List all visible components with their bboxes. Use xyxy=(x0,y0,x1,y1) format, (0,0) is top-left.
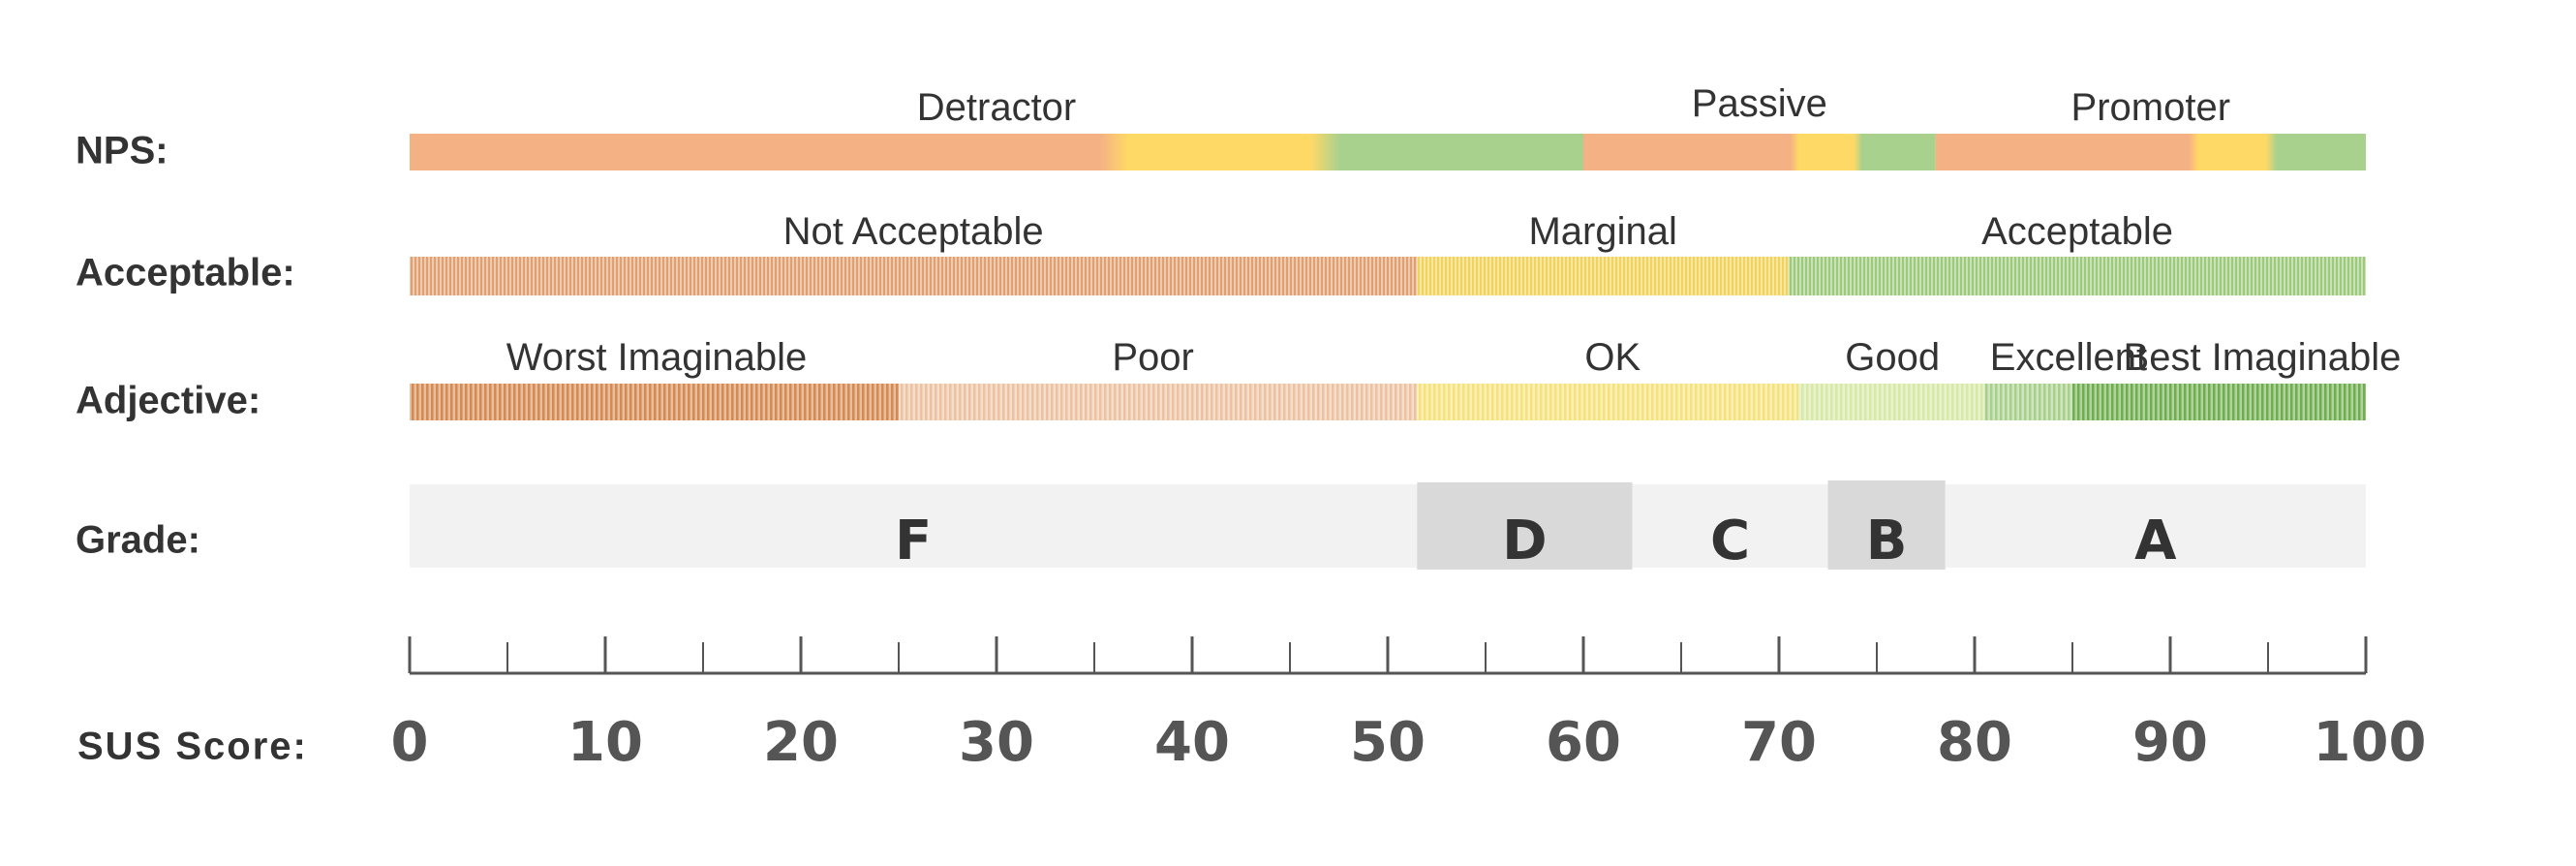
label-adjective-ok: OK xyxy=(1584,336,1641,379)
row-label-adjective: Adjective: xyxy=(76,380,261,422)
tick-label-90: 90 xyxy=(2132,711,2208,774)
label-grade-d: D xyxy=(1502,510,1547,572)
bar-adjective-worst-imaginable xyxy=(410,384,899,420)
bar-nps-promoter xyxy=(1935,134,2366,170)
bar-acceptable-marginal xyxy=(1417,257,1790,295)
row-labels: NPS: Acceptable: Adjective: Grade: xyxy=(76,130,295,562)
bar-adjective-excellent xyxy=(1984,384,2072,420)
tick-label-30: 30 xyxy=(959,711,1034,774)
band-labels: Detractor Passive Promoter Not Acceptable Ma… xyxy=(506,82,2402,572)
bar-adjective-ok xyxy=(1417,384,1799,420)
bar-grade-c xyxy=(1632,484,1828,568)
label-acceptable-acceptable: Acceptable xyxy=(1981,210,2173,253)
bar-grade-d xyxy=(1417,482,1633,570)
tick-label-80: 80 xyxy=(1937,711,2012,774)
bar-adjective-best-imaginable xyxy=(2072,384,2366,420)
label-adjective-excellent: Excellent xyxy=(1990,336,2147,379)
tick-label-70: 70 xyxy=(1741,711,1817,774)
tick-label-20: 20 xyxy=(763,711,839,774)
tick-label-100: 100 xyxy=(2314,711,2427,774)
label-adjective-poor: Poor xyxy=(1112,336,1194,379)
row-label-nps: NPS: xyxy=(76,130,169,172)
tick-label-60: 60 xyxy=(1546,711,1621,774)
band-bars xyxy=(410,134,2366,570)
label-acceptable-not-acceptable: Not Acceptable xyxy=(783,210,1044,253)
label-grade-c: C xyxy=(1710,510,1750,572)
tick-label-50: 50 xyxy=(1350,711,1426,774)
label-adjective-worst-imaginable: Worst Imaginable xyxy=(506,336,808,379)
tick-label-40: 40 xyxy=(1154,711,1230,774)
label-grade-b: B xyxy=(1866,510,1908,572)
tick-label-10: 10 xyxy=(567,711,643,774)
label-grade-f: F xyxy=(895,510,932,572)
label-nps-passive: Passive xyxy=(1692,82,1827,125)
bar-adjective-good xyxy=(1798,384,1985,420)
bar-acceptable-not-acceptable xyxy=(410,257,1418,295)
bar-nps-detractor xyxy=(410,134,1583,170)
axis-label-sus-score: SUS Score: xyxy=(77,726,308,768)
bar-acceptable-acceptable xyxy=(1789,257,2366,295)
label-adjective-good: Good xyxy=(1845,336,1940,379)
bar-grade-a xyxy=(1945,484,2366,568)
label-nps-promoter: Promoter xyxy=(2071,86,2231,129)
label-adjective-best-imaginable: Best Imaginable xyxy=(2124,336,2402,379)
bar-grade-f xyxy=(410,484,1418,568)
sus-axis: 0 10 20 30 40 50 60 70 80 90 100 SUS Score: xyxy=(77,636,2426,774)
tick-label-0: 0 xyxy=(391,711,429,774)
label-nps-detractor: Detractor xyxy=(917,86,1077,129)
bar-grade-b xyxy=(1827,480,1946,570)
label-grade-a: A xyxy=(2134,510,2177,572)
label-acceptable-marginal: Marginal xyxy=(1528,210,1676,253)
row-label-acceptable: Acceptable: xyxy=(76,252,295,294)
row-label-grade: Grade: xyxy=(76,519,200,562)
bar-nps-passive xyxy=(1583,134,1936,170)
bar-adjective-poor xyxy=(899,384,1418,420)
